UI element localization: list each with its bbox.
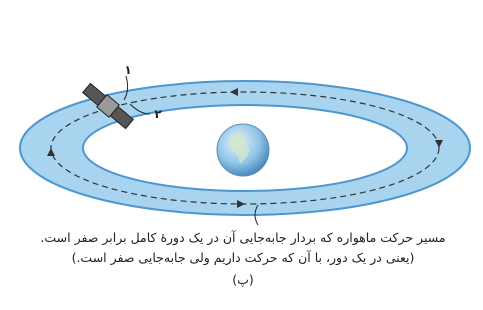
- label-2: ۲: [154, 107, 162, 121]
- caption-line: مسیر حرکت ماهواره که بردار جابه‌جایی آن …: [40, 230, 445, 246]
- caption-label: (پ): [232, 272, 254, 287]
- label-1: ۱: [124, 63, 131, 77]
- caption-line: (یعنی در یک دور، با آن که حرکت داریم ولی…: [72, 250, 415, 266]
- diagram: ۱ ۲ مسیر حرکت ماهواره که بردار جابه‌جایی…: [0, 0, 483, 310]
